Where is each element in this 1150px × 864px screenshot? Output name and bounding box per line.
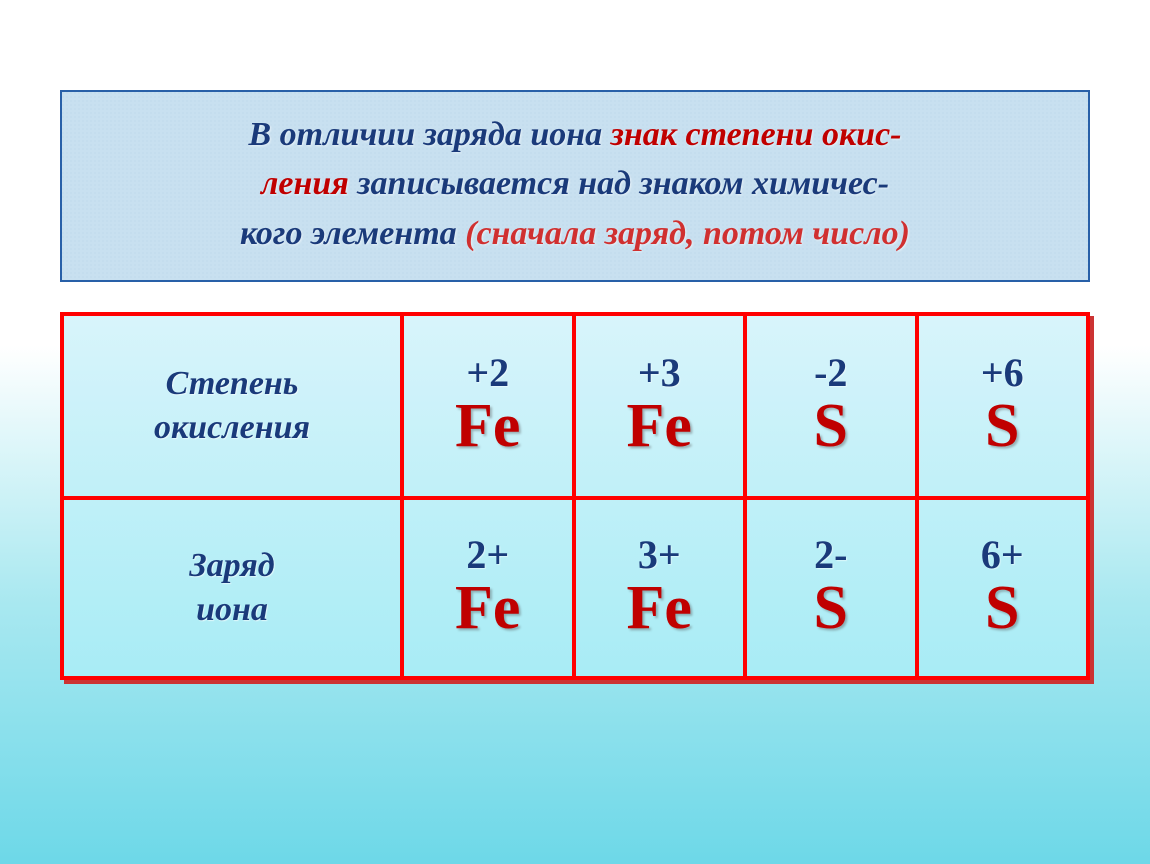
header-fragment: кого элемента bbox=[240, 215, 465, 252]
header-fragment: записывается над знаком химичес- bbox=[349, 165, 889, 202]
oxidation-or-charge-value: 6+ bbox=[981, 534, 1024, 576]
element-cell: -2S bbox=[747, 316, 919, 496]
row-label: Зарядиона bbox=[64, 500, 404, 676]
row-label-line: Степень bbox=[166, 362, 299, 406]
row-label-line: Заряд bbox=[189, 544, 274, 588]
element-symbol: S bbox=[814, 576, 848, 641]
element-cell: 6+S bbox=[919, 500, 1087, 676]
oxidation-or-charge-value: 2- bbox=[814, 534, 847, 576]
explanation-header: В отличии заряда иона знак степени окис-… bbox=[60, 90, 1090, 282]
header-fragment bbox=[602, 116, 611, 153]
oxidation-or-charge-value: +6 bbox=[981, 352, 1024, 394]
element-symbol: S bbox=[814, 394, 848, 459]
element-cell: +2Fe bbox=[404, 316, 576, 496]
header-fragment: В отличии заряда иона bbox=[248, 116, 602, 153]
element-symbol: S bbox=[985, 394, 1019, 459]
element-cell: +6S bbox=[919, 316, 1087, 496]
oxidation-or-charge-value: -2 bbox=[814, 352, 847, 394]
header-fragment: ления bbox=[261, 165, 349, 202]
row-label-line: иона bbox=[196, 588, 268, 632]
header-fragment: (сначала заряд, потом число) bbox=[465, 215, 910, 252]
oxidation-vs-ion-table: Степеньокисления+2Fe+3Fe-2S+6SЗарядиона2… bbox=[60, 312, 1090, 680]
row-label-line: окисления bbox=[154, 406, 310, 450]
oxidation-or-charge-value: 2+ bbox=[466, 534, 509, 576]
element-symbol: Fe bbox=[627, 576, 692, 641]
element-cell: +3Fe bbox=[576, 316, 748, 496]
element-symbol: Fe bbox=[455, 394, 520, 459]
element-cell: 2+Fe bbox=[404, 500, 576, 676]
element-symbol: Fe bbox=[455, 576, 520, 641]
header-fragment: знак степени окис- bbox=[611, 116, 902, 153]
element-symbol: Fe bbox=[627, 394, 692, 459]
row-label: Степеньокисления bbox=[64, 316, 404, 496]
oxidation-or-charge-value: +2 bbox=[466, 352, 509, 394]
table-row: Степеньокисления+2Fe+3Fe-2S+6S bbox=[64, 316, 1086, 496]
oxidation-or-charge-value: +3 bbox=[638, 352, 681, 394]
table-row: Зарядиона2+Fe3+Fe2-S6+S bbox=[64, 496, 1086, 676]
oxidation-or-charge-value: 3+ bbox=[638, 534, 681, 576]
element-cell: 3+Fe bbox=[576, 500, 748, 676]
element-symbol: S bbox=[985, 576, 1019, 641]
element-cell: 2-S bbox=[747, 500, 919, 676]
